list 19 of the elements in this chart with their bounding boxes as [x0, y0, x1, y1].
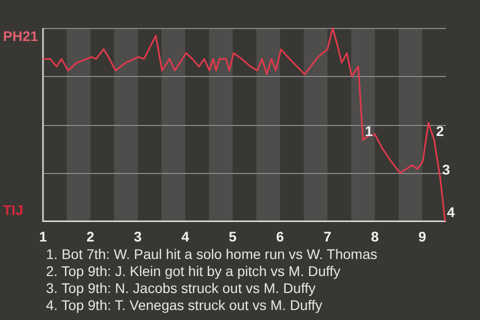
text: 4. Top 9th: T. Venegas struck out vs M. Duffy [46, 297, 324, 314]
text: TIJ [3, 202, 24, 218]
text: 3. Top 9th: N. Jacobs struck out vs M. Duffy [46, 280, 316, 297]
x-tick-label: 5 [228, 228, 237, 244]
x-tick-label: 4 [181, 228, 190, 244]
x-tick-label: 9 [418, 228, 426, 244]
x-tick-label: 2 [86, 228, 95, 244]
annotation: 1 [365, 122, 374, 139]
x-tick-label: 3 [134, 228, 142, 244]
x-tick-label: 7 [324, 228, 332, 244]
text: 1. Bot 7th: W. Paul hit a solo home run vs W. Thomas [46, 246, 378, 263]
annotation: 3 [442, 162, 450, 178]
text: PH21 [3, 28, 38, 44]
x-tick-label: 1 [39, 228, 48, 244]
annotation: 4 [447, 204, 456, 220]
x-tick-label: 8 [370, 228, 379, 244]
x-tick-label: 6 [276, 228, 284, 244]
text: 2. Top 9th: J. Klein got hit by a pitch vs M. Duffy [46, 263, 342, 280]
annotation: 2 [436, 122, 444, 139]
